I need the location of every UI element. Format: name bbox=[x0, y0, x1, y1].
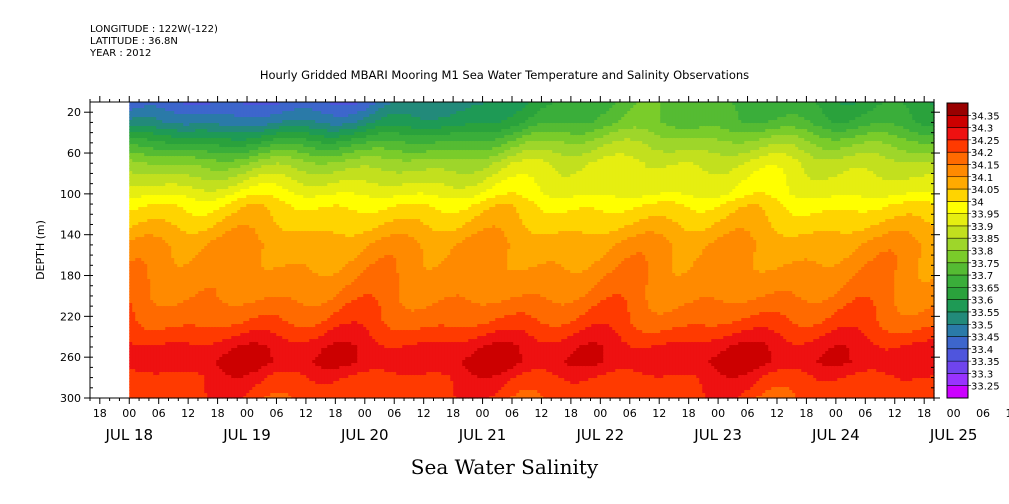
salinity-chart: 206010014018022026030018 00 06 12 18 00 06 12 18… bbox=[0, 0, 1009, 504]
heatmap-cells bbox=[129, 102, 934, 399]
